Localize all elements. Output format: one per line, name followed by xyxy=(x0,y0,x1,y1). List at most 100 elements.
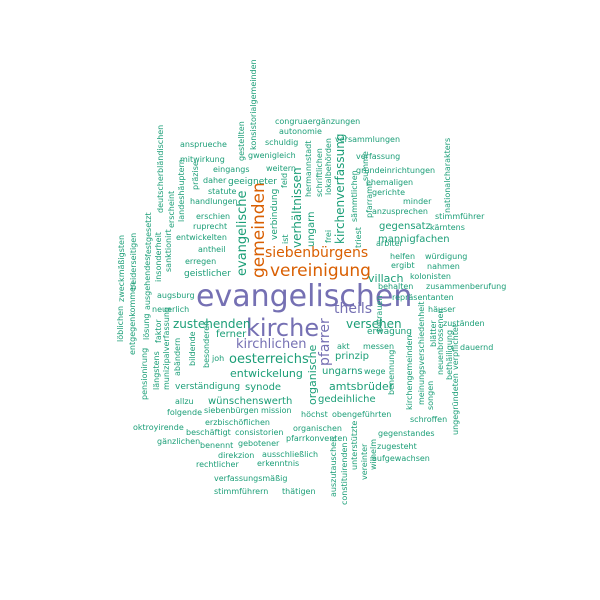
word-siebenbuergen: siebenbürgen xyxy=(204,406,259,415)
word-joh: joh xyxy=(212,354,225,363)
word-kirchenverfassung: kirchenverfassung xyxy=(333,133,347,244)
word-benennung: benennung xyxy=(387,349,396,395)
word-zweckmaessigsten: zweckmäßigsten xyxy=(117,234,126,302)
word-mannigfachen: mannigfachen xyxy=(378,234,450,245)
word-wilhelm: wilhelm xyxy=(369,439,378,470)
word-allzu: allzu xyxy=(175,397,194,406)
word-evangelische: evangelische xyxy=(235,190,250,276)
word-feld: feld xyxy=(280,172,289,188)
word-grundeinrichtungen: grundeinrichtungen xyxy=(356,166,436,175)
word-statute: statute xyxy=(208,187,237,196)
word-schuldig: schuldig xyxy=(265,138,299,147)
word-wege: wege xyxy=(364,367,386,376)
word-geeigneter: geeigneter xyxy=(228,177,278,187)
word-landeshaeuptern: landeshäuptern xyxy=(177,159,186,222)
word-gaenzlichen: gänzlichen xyxy=(157,437,201,446)
word-saemmtlichen: sämmtlichen xyxy=(350,170,359,222)
word-entwickelung: entwickelung xyxy=(230,367,303,380)
word-neuerlich: neuerlich xyxy=(152,305,190,314)
word-pfarrkonventen: pfarrkonventen xyxy=(286,434,348,443)
word-erwaegung: erwägung xyxy=(367,327,412,337)
word-eingangs: eingangs xyxy=(213,165,250,174)
word-vereinigung: vereinigung xyxy=(270,261,371,281)
word-direkzion: direkzion xyxy=(218,451,255,460)
word-kirche: kirche xyxy=(246,314,320,342)
word-ruprecht: ruprecht xyxy=(193,222,228,231)
word-sanktionirt: sanktionirt xyxy=(164,229,173,272)
word-ungarns: ungarns xyxy=(322,366,363,377)
word-ist: ist xyxy=(281,234,290,244)
word-abaendern: abändern xyxy=(173,337,182,376)
word-obengefuehrten: obengeführten xyxy=(332,410,392,419)
word-oesterreichs: oesterreichs xyxy=(229,352,309,367)
word-erscheint: erscheint xyxy=(167,190,176,228)
word-theils: theils xyxy=(334,301,373,317)
word-insonderheit: insonderheit xyxy=(154,232,163,282)
word-benennt: benennt xyxy=(200,441,234,450)
word-loeblichen: löblichen xyxy=(116,305,125,342)
word-handlungen: handlungen xyxy=(190,197,238,206)
word-weitern: weitern xyxy=(266,164,296,173)
word-rechtlicher: rechtlicher xyxy=(196,460,239,469)
word-mitwirkung: mitwirkung xyxy=(180,155,225,164)
word-folgende: folgende xyxy=(167,408,203,417)
word-frei: frei xyxy=(324,229,333,243)
word-amtsbrueder: amtsbrüder xyxy=(329,380,394,393)
word-aufgewachsen: aufgewachsen xyxy=(372,454,430,463)
word-betrauen: betrauen xyxy=(375,295,384,332)
word-constituirenden: constituirenden xyxy=(340,442,349,506)
word-oktroyirende: oktroyirende xyxy=(133,423,184,432)
word-schroffen: schroffen xyxy=(410,415,448,424)
word-zustehenden: zustehenden xyxy=(173,317,251,331)
word-songen: songen xyxy=(426,380,435,410)
word-erzbischoeflichen: erzbischöflichen xyxy=(205,418,270,427)
word-wuerdigung: würdigung xyxy=(425,252,468,261)
word-villach: villach xyxy=(368,272,404,285)
word-behalten: behalten xyxy=(378,282,414,291)
word-gebotener: gebotener xyxy=(238,439,280,448)
word-zustaenden: zuständen xyxy=(443,319,485,328)
word-erregen: erregen xyxy=(185,257,217,266)
word-daher: daher xyxy=(203,176,227,185)
word-entgegenkommen: entgegenkommen xyxy=(128,281,137,355)
word-neuenbrossenen: neuenbrossenen xyxy=(436,308,445,375)
word-ferner: ferner xyxy=(216,329,247,340)
word-zugesteht: zugesteht xyxy=(377,442,417,451)
word-nationalcharakters: nationalcharakters xyxy=(443,137,452,213)
word-messen: messen xyxy=(363,342,395,351)
word-wuenschenswerth: wünschenswerth xyxy=(208,396,293,407)
word-vereinter: vereinter xyxy=(360,443,369,480)
word-gemeinden: gemeinden xyxy=(249,182,269,278)
word-besonderen: besonderen xyxy=(202,320,211,368)
word-augsburg: augsburg xyxy=(157,291,195,300)
word-lokalbehoerden: lokalbehörden xyxy=(324,138,333,195)
word-ausgehendes: ausgehendes xyxy=(143,256,152,310)
word-gwenigleich: gwenigleich xyxy=(248,151,296,160)
word-evangelischen: evangelischen xyxy=(196,279,413,314)
word-congruaergaenzungen: congruaergänzungen xyxy=(275,117,361,126)
word-verhaeltnissen: verhältnissen xyxy=(290,167,304,248)
word-triest: triest xyxy=(354,227,363,248)
word-pensionirung: pensionirung xyxy=(140,347,149,400)
word-versehen: versehen xyxy=(346,317,402,331)
word-haeuser: häuser xyxy=(428,305,456,314)
word-blaetter: blätter xyxy=(429,320,438,347)
word-helfen: helfen xyxy=(390,252,416,261)
word-organische: organische xyxy=(306,344,319,405)
word-konsistorialgemeinden: konsistorialgemeinden xyxy=(249,59,258,150)
word-entwickelten: entwickelten xyxy=(176,233,227,242)
word-meinungsverschiedenheit: meinungsverschiedenheit xyxy=(417,301,426,405)
word-ergibt: ergibt xyxy=(391,261,415,270)
word-geistlicher: geistlicher xyxy=(184,269,231,279)
word-zusammenberufung: zusammenberufung xyxy=(426,282,507,291)
word-gestellten: gestellten xyxy=(237,121,246,161)
word-gegensatz: gegensatz xyxy=(379,221,431,232)
word-arbiter: arbiter xyxy=(376,239,403,248)
word-gegenstandes: gegenstandes xyxy=(378,429,435,438)
word-erkenntnis: erkenntnis xyxy=(257,459,300,468)
word-gedeihliche: gedeihliche xyxy=(318,394,376,405)
word-loesung: lösung xyxy=(142,313,151,340)
word-consistorien: consistorien xyxy=(235,428,284,437)
word-erschien: erschien xyxy=(196,212,231,221)
word-anzusprechen: anzusprechen xyxy=(372,207,428,216)
